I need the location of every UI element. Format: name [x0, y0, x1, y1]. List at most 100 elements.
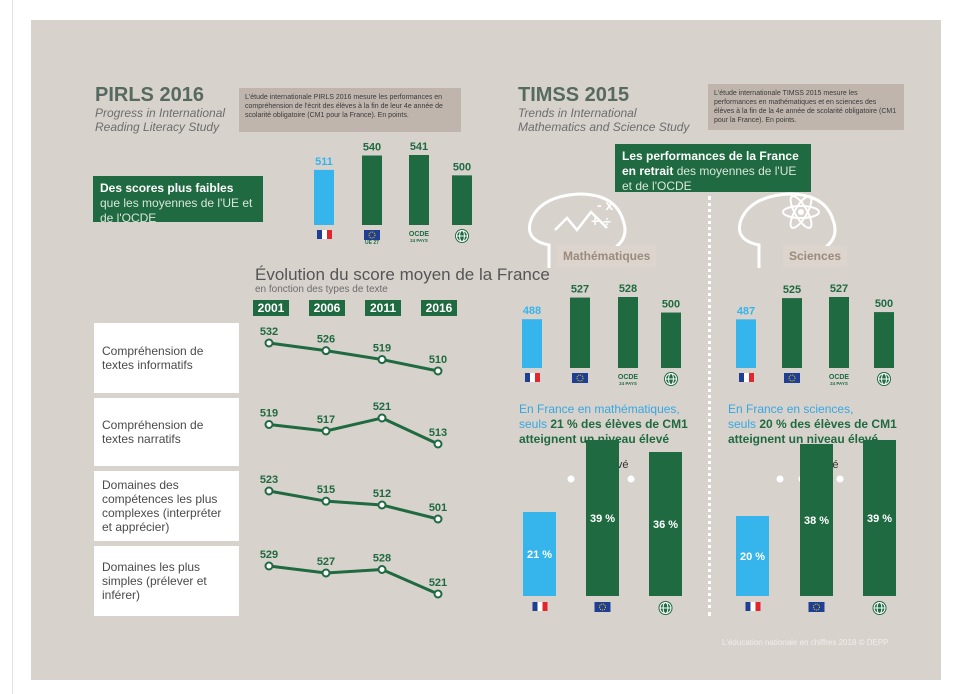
pirls-bar-3 — [452, 175, 472, 225]
sci-eleve-icon-0-flag-blue — [745, 602, 751, 611]
sci-icon-3-globe-icon — [877, 372, 891, 386]
math-bar-0 — [522, 319, 542, 368]
evo-label-2-3: 501 — [429, 502, 447, 514]
pirls-callout: Des scores plus faibles que les moyennes… — [93, 176, 263, 225]
sci-eleve-label-0: 20 % — [740, 551, 765, 563]
row-label-complexes-text: Domaines des compétences les plus comple… — [102, 478, 222, 534]
pirls-subtitle-2: Reading Literacy Study — [95, 120, 220, 134]
math-eleve-icon-2-globe-icon — [658, 601, 673, 615]
math-icon-1-eu-rect — [572, 373, 588, 383]
evo-point-3-1 — [321, 568, 331, 578]
math-text-line3: atteignent un niveau élevé — [519, 432, 670, 446]
evo-label-1-2: 521 — [373, 401, 391, 413]
sci-value-1: 525 — [783, 284, 801, 296]
pirls-title: PIRLS 2016 — [95, 84, 204, 106]
timss-subtitle-2: Mathematics and Science Study — [518, 120, 690, 134]
math-icon-1-flag-eu-icon — [572, 373, 588, 383]
math-text: En France en mathématiques, seuls 21 % d… — [519, 402, 709, 447]
sci-icon-2-ocde-sublabel: 24 PAYS — [830, 381, 848, 386]
math-value-2: 528 — [619, 283, 637, 295]
pirls-icon-3-globe-icon — [455, 229, 469, 243]
timss-subtitle-1: Trends in International — [518, 106, 637, 120]
pirls-note: L'étude internationale PIRLS 2016 mesure… — [239, 88, 461, 132]
evo-point-0-1 — [321, 346, 331, 356]
sci-bar-2 — [829, 297, 849, 368]
evo-point-1-3 — [433, 439, 443, 449]
sciences-label: Sciences — [783, 246, 848, 266]
pirls-value-0: 511 — [315, 156, 333, 168]
math-bar-3 — [661, 312, 681, 368]
math-text-line1: En France en mathématiques, — [519, 402, 680, 416]
row-label-complexes: Domaines des compétences les plus comple… — [94, 471, 239, 541]
pirls-icon-2-ocde-sublabel: 24 PAYS — [410, 238, 428, 243]
pirls-icon-0-flag-blue — [317, 230, 322, 239]
evo-point-2-3 — [433, 514, 443, 524]
math-eleve-label-1: 39 % — [590, 513, 615, 525]
evo-label-0-2: 519 — [373, 343, 391, 355]
sci-icon-1-eu-stars — [788, 374, 796, 382]
math-value-1: 527 — [571, 284, 589, 296]
math-eleve-icon-0-flag-red — [542, 602, 548, 611]
math-eleve-icon-1-flag-eu-icon — [594, 602, 611, 612]
evo-label-3-1: 527 — [317, 556, 335, 568]
sci-eleve-icon-1-eu-stars — [813, 603, 820, 611]
sci-bar-3 — [874, 312, 894, 368]
science-head-icon — [738, 192, 837, 268]
sci-text-pct: 20 % des élèves de CM1 — [759, 417, 897, 431]
pirls-callout-rest: que les moyennes de l'UE et de l'OCDE — [100, 196, 253, 225]
pirls-callout-bold: Des scores plus faibles — [100, 181, 234, 195]
evo-point-3-2 — [377, 565, 387, 574]
sci-eleve-icon-1-eu-rect — [808, 602, 825, 612]
math-value-3: 500 — [662, 299, 680, 311]
pirls-bar-2 — [409, 155, 429, 225]
evo-label-1-3: 513 — [429, 427, 447, 439]
math-icon-0-flag-red — [535, 373, 540, 382]
sci-eleve-icon-2-globe-icon — [872, 601, 887, 615]
pirls-icon-2-ocde-label: OCDE — [409, 231, 430, 238]
sci-eleve-bar-1 — [800, 444, 833, 596]
math-label: Mathématiques — [557, 246, 657, 266]
year-2006: 2006 — [309, 300, 345, 316]
year-2011: 2011 — [365, 300, 401, 316]
row-label-simples: Domaines les plus simples (prélever et i… — [94, 546, 239, 616]
evolution-title: Évolution du score moyen de la France — [255, 265, 550, 284]
sci-icon-0-flag-blue — [739, 373, 744, 382]
sci-value-0: 487 — [737, 305, 755, 317]
evo-label-1-0: 519 — [260, 408, 278, 420]
pirls-bar-1 — [362, 155, 382, 225]
math-eleve-bar-0 — [523, 512, 556, 596]
row-label-narratifs-text: Compréhension de textes narratifs — [102, 418, 204, 446]
sci-value-2: 527 — [830, 283, 848, 295]
math-icon-3-globe-meridian — [668, 373, 674, 385]
math-bar-2 — [618, 297, 638, 368]
evo-point-1-1 — [321, 426, 331, 436]
pirls-icon-0-flag-white — [322, 230, 327, 239]
evo-label-0-1: 526 — [317, 334, 335, 346]
sci-icon-3-globe-meridian — [881, 373, 887, 385]
evo-point-0-0 — [264, 338, 274, 348]
sci-icon-0-flag-white — [744, 373, 749, 382]
pirls-icon-1-flag-eu-icon — [364, 230, 380, 240]
sci-eleve-icon-0-flag-fr-icon — [745, 602, 761, 611]
sci-icon-2-ocde-label: OCDE — [829, 374, 850, 381]
math-icon-0-flag-fr-icon — [525, 373, 540, 382]
math-eleve-icon-0-flag-white — [537, 602, 543, 611]
pirls-icon-1-eu-rect — [364, 230, 380, 240]
math-icon-2-ocde-sublabel: 24 PAYS — [619, 381, 637, 386]
evo-line-3 — [268, 564, 439, 596]
math-eleve-icon-0-flag-blue — [532, 602, 538, 611]
math-icon-3-globe-icon — [664, 372, 678, 386]
evo-label-1-1: 517 — [317, 414, 335, 426]
left-edge-line — [12, 0, 13, 694]
sci-eleve-icon-0-flag-white — [750, 602, 756, 611]
math-icon-1-eu-stars — [576, 374, 584, 382]
sci-text: En France en sciences, seuls 20 % des él… — [728, 402, 918, 447]
evo-line-1 — [268, 416, 439, 446]
evo-label-3-3: 521 — [429, 577, 447, 589]
timss-callout-rest: des moyennes de l'UE et de l'OCDE — [622, 164, 797, 193]
evo-label-2-0: 523 — [260, 474, 278, 486]
row-label-informatifs-text: Compréhension de textes informatifs — [102, 344, 204, 372]
math-icon-0-flag-blue — [525, 373, 530, 382]
sci-text-seuls: seuls — [728, 417, 757, 431]
